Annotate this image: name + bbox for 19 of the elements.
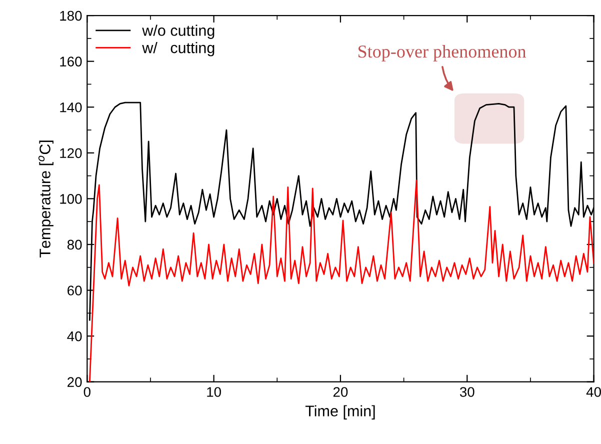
legend-label: w/ cutting	[142, 42, 214, 56]
x-axis-title: Time [min]	[305, 405, 375, 420]
y-tick-label: 40	[67, 331, 82, 342]
x-tick-label: 30	[460, 387, 474, 397]
y-tick-label: 100	[60, 194, 82, 204]
annotation: Stop-over phenomenon	[358, 44, 526, 62]
x-tick-label: 40	[586, 387, 601, 397]
y-tick-label: 180	[60, 10, 82, 21]
y-tick-label: 160	[60, 56, 82, 66]
x-tick-label: 0	[84, 387, 90, 397]
x-tick-label: 10	[207, 387, 221, 397]
y-tick-label: 60	[68, 286, 82, 296]
y-axis-title: Temperature [$^{o}$C]	[38, 140, 54, 258]
y-tick-label: 140	[60, 102, 82, 112]
y-tick-label: 80	[67, 240, 82, 250]
y-tick-label: 120	[60, 148, 82, 158]
y-tick-label: 20	[68, 377, 82, 388]
legend-label: w/o cutting	[142, 24, 214, 39]
x-tick-label: 20	[333, 387, 348, 397]
